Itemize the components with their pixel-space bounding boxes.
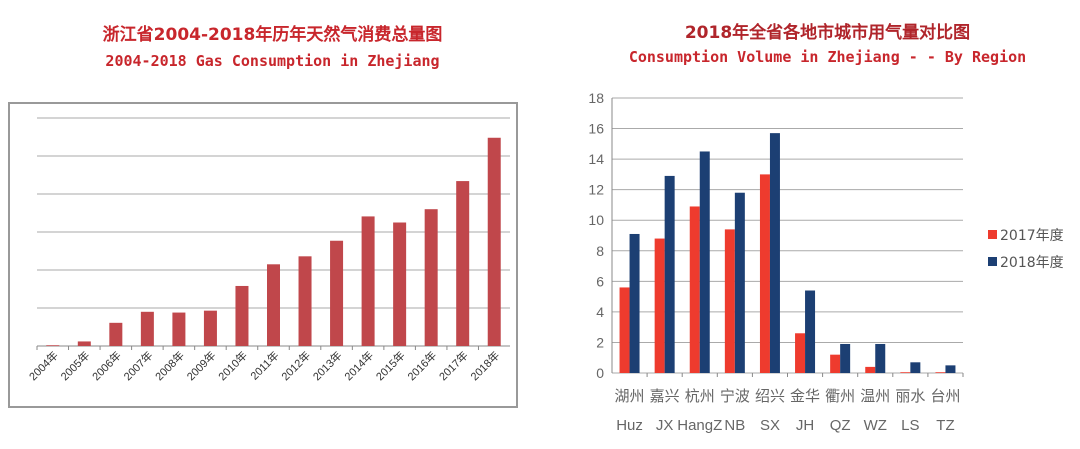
bar-Huz-2018年度 bbox=[629, 233, 640, 373]
bar-SX-2018年度 bbox=[769, 133, 780, 373]
y-tick-label: 10 bbox=[588, 212, 604, 228]
x-label-en: WZ bbox=[864, 417, 887, 434]
legend-swatch bbox=[988, 257, 997, 266]
bar-2017年 bbox=[456, 181, 470, 346]
left-chart-subtitle: 2004-2018 Gas Consumption in Zhejiang bbox=[105, 52, 440, 70]
y-tick-label: 12 bbox=[588, 182, 604, 198]
bar-JH-2018年度 bbox=[805, 290, 816, 373]
bar-2014年 bbox=[361, 216, 375, 346]
bar-2011年 bbox=[267, 264, 280, 346]
bar-NB-2018年度 bbox=[734, 192, 745, 373]
y-tick-label: 18 bbox=[588, 90, 604, 106]
x-label-en: QZ bbox=[830, 417, 851, 434]
x-label-en: TZ bbox=[936, 417, 954, 434]
bar-TZ-2018年度 bbox=[945, 365, 956, 373]
bar-2010年 bbox=[235, 285, 249, 346]
bar-WZ-2018年度 bbox=[875, 343, 886, 373]
bar-LS-2017年度 bbox=[900, 372, 911, 373]
bar-2004年 bbox=[46, 345, 60, 346]
bar-WZ-2017年度 bbox=[865, 366, 876, 373]
bar-2007年 bbox=[140, 311, 154, 346]
y-tick-label: 14 bbox=[588, 151, 604, 167]
y-tick-label: 2 bbox=[596, 334, 604, 350]
left-chart-title: 浙江省2004-2018年历年天然气消费总量图 bbox=[102, 25, 443, 45]
bar-2013年 bbox=[330, 240, 344, 346]
x-label-en: Huz bbox=[616, 417, 643, 434]
x-label-en: NB bbox=[724, 417, 745, 434]
bar-2006年 bbox=[109, 322, 123, 346]
x-label-cn: 绍兴 bbox=[755, 387, 785, 405]
bar-Huz-2017年度 bbox=[619, 287, 630, 373]
y-tick-label: 8 bbox=[596, 243, 604, 259]
x-label-cn: 衢州 bbox=[825, 387, 855, 405]
bar-QZ-2017年度 bbox=[830, 354, 841, 373]
bar-2012年 bbox=[298, 256, 312, 346]
x-label-en: HangZ bbox=[677, 417, 722, 434]
legend-label: 2018年度 bbox=[1000, 255, 1064, 271]
bar-HangZ-2018年度 bbox=[699, 151, 710, 373]
bar-JH-2017年度 bbox=[795, 333, 806, 373]
y-tick-label: 4 bbox=[596, 304, 604, 320]
right-chart-subtitle: Consumption Volume in Zhejiang - - By Re… bbox=[628, 48, 1027, 66]
x-label-cn: 杭州 bbox=[685, 387, 715, 405]
right-chart-title: 2018年全省各地市城市用气量对比图 bbox=[684, 23, 971, 43]
bar-JX-2017年度 bbox=[654, 238, 665, 373]
bar-NB-2017年度 bbox=[724, 229, 735, 373]
bar-2015年 bbox=[393, 222, 407, 346]
x-label-cn: 台州 bbox=[930, 387, 960, 405]
bar-SX-2017年度 bbox=[759, 174, 770, 373]
bar-2009年 bbox=[203, 310, 217, 346]
x-label-cn: 嘉兴 bbox=[650, 387, 680, 405]
bar-2008年 bbox=[172, 312, 186, 346]
x-label-cn: 宁波 bbox=[720, 387, 750, 405]
x-label-cn: 丽水 bbox=[895, 387, 925, 405]
bar-HangZ-2017年度 bbox=[689, 206, 700, 373]
bar-JX-2018年度 bbox=[664, 175, 675, 373]
x-label-en: SX bbox=[760, 417, 780, 434]
x-label-en: JH bbox=[796, 417, 814, 434]
bar-LS-2018年度 bbox=[910, 362, 921, 373]
bar-2018年 bbox=[487, 137, 501, 346]
x-label-en: LS bbox=[901, 417, 919, 434]
bar-QZ-2018年度 bbox=[840, 343, 851, 373]
y-tick-label: 6 bbox=[596, 273, 604, 289]
y-tick-label: 0 bbox=[596, 365, 604, 381]
x-label-en: JX bbox=[656, 417, 674, 434]
bar-2016年 bbox=[424, 209, 438, 346]
x-label-cn: 温州 bbox=[860, 387, 890, 405]
x-label-cn: 金华 bbox=[790, 387, 820, 405]
bar-TZ-2017年度 bbox=[935, 372, 946, 373]
bar-2005年 bbox=[77, 341, 91, 346]
legend-label: 2017年度 bbox=[1000, 228, 1064, 244]
legend-swatch bbox=[988, 230, 997, 239]
x-label-cn: 湖州 bbox=[615, 387, 645, 405]
y-tick-label: 16 bbox=[588, 121, 604, 137]
